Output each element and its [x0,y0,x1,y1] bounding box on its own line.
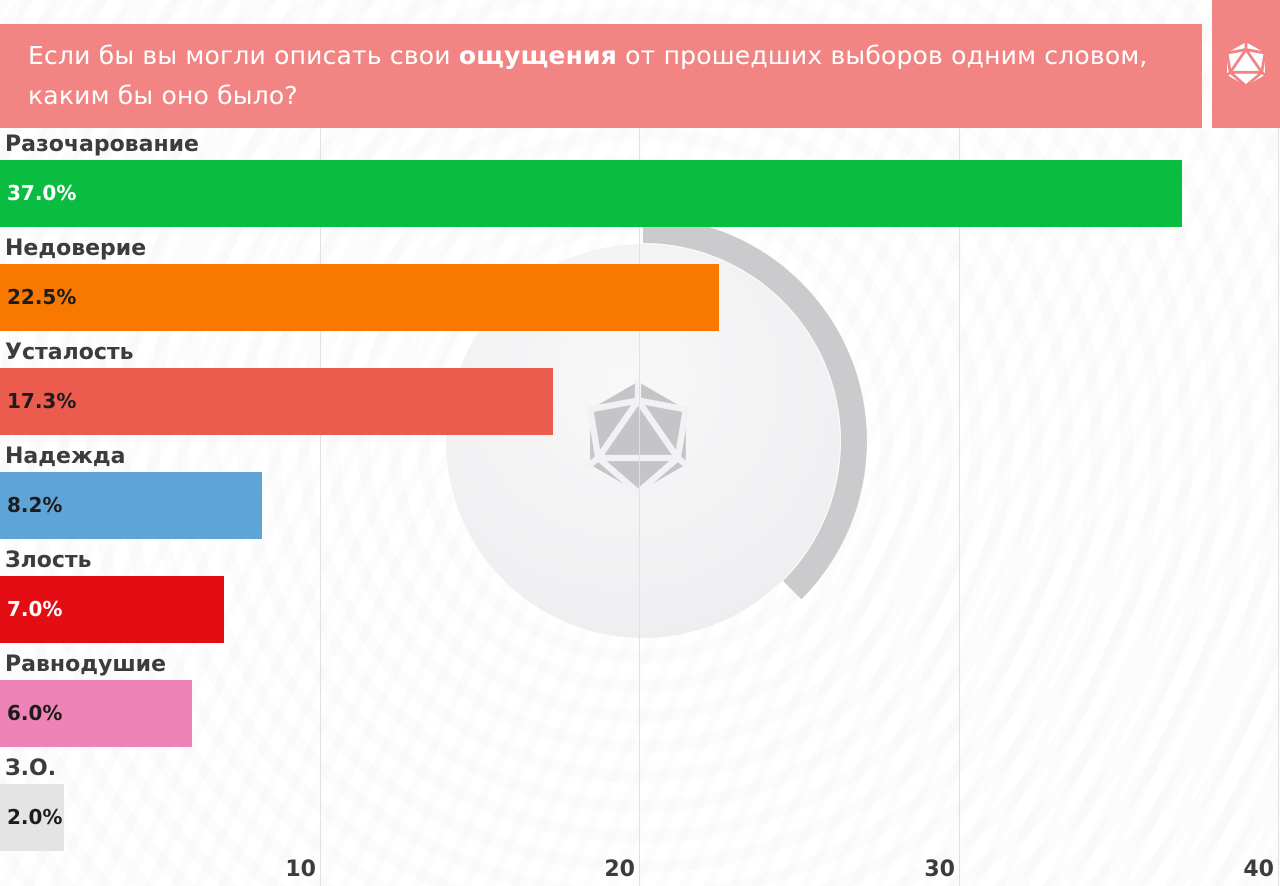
category-label: З.О. [5,756,57,781]
category-label: Надежда [5,444,126,469]
chart-row: Разочарование 37.0% [0,128,1280,232]
question-text-bold: ощущения [458,41,618,70]
gridline [320,128,321,886]
chart-row: З.О. 2.0% [0,752,1280,856]
bar-rows: Разочарование 37.0% Недоверие 22.5% Усталост… [0,128,1280,856]
logo-badge [1212,0,1280,128]
bar-value-label: 37.0% [7,181,77,205]
question-text-prefix: Если бы вы могли описать свои [28,41,459,70]
gridline [639,128,640,886]
chart-row: Надежда 8.2% [0,440,1280,544]
gridline [1278,128,1279,886]
bar: 37.0% [0,160,1183,227]
bar: 2.0% [0,784,64,851]
d20-watermark-icon [586,378,690,496]
x-tick-label: 10 [285,857,316,882]
category-label: Разочарование [5,132,199,157]
question-header: Если бы вы могли описать свои ощущения о… [0,24,1202,128]
category-label: Недоверие [5,236,147,261]
x-tick-label: 30 [924,857,955,882]
bar-value-label: 2.0% [7,805,63,829]
x-tick-label: 20 [604,857,635,882]
bar-value-label: 22.5% [7,285,77,309]
bar-value-label: 7.0% [7,597,63,621]
category-label: Равнодушие [5,652,167,677]
category-label: Злость [5,548,92,573]
chart-row: Злость 7.0% [0,544,1280,648]
x-tick-label: 40 [1243,857,1274,882]
chart-row: Недоверие 22.5% [0,232,1280,336]
question-text-suffix: от прошедших выборов одним словом, каким… [28,41,1148,110]
bar-value-label: 17.3% [7,389,77,413]
d20-logo-icon [1225,40,1267,88]
chart-row: Усталость 17.3% [0,336,1280,440]
bar: 17.3% [0,368,553,435]
watermark-arc [642,217,867,600]
bar: 22.5% [0,264,719,331]
gridline [959,128,960,886]
bar-value-label: 8.2% [7,493,63,517]
category-label: Усталость [5,340,134,365]
chart-row: Равнодушие 6.0% [0,648,1280,752]
bar-value-label: 6.0% [7,701,63,725]
bar: 7.0% [0,576,224,643]
bar: 6.0% [0,680,192,747]
bar: 8.2% [0,472,262,539]
